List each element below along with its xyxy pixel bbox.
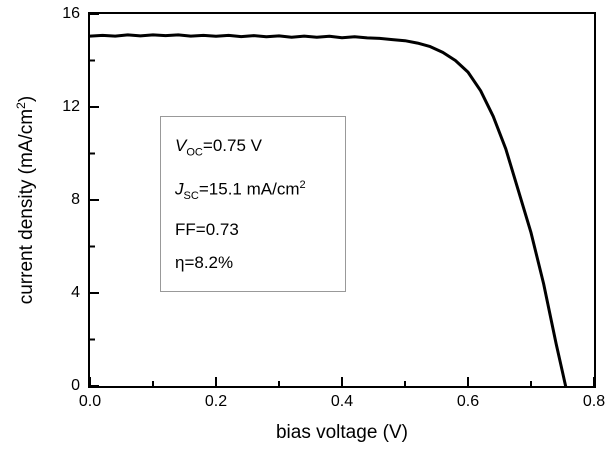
x-tick-label: 0.2 [204, 393, 228, 410]
eta-line: η=8.2% [175, 253, 234, 273]
y-tick-label: 16 [62, 5, 80, 22]
voc-line: VOC=0.75 V [175, 136, 262, 159]
jsc-line: JSC=15.1 mA/cm2 [175, 179, 306, 203]
parameters-annotation-box: VOC=0.75 V JSC=15.1 mA/cm2 FF=0.73 η=8.2… [160, 116, 346, 293]
x-axis-title: bias voltage (V) [275, 422, 408, 443]
x-tick-label: 0.0 [78, 393, 102, 410]
y-tick-label: 4 [71, 284, 80, 301]
x-tick-label: 0.6 [456, 393, 480, 410]
y-tick-label: 12 [62, 98, 80, 115]
plot-canvas [90, 14, 594, 386]
jv-curve [90, 33, 568, 386]
ff-line: FF=0.73 [175, 220, 239, 240]
y-tick-label: 0 [71, 377, 80, 394]
y-tick-label: 8 [71, 191, 80, 208]
x-tick-label: 0.8 [582, 393, 606, 410]
y-axis-title: current density (mA/cm2) [13, 95, 38, 305]
x-tick-label: 0.4 [330, 393, 354, 410]
